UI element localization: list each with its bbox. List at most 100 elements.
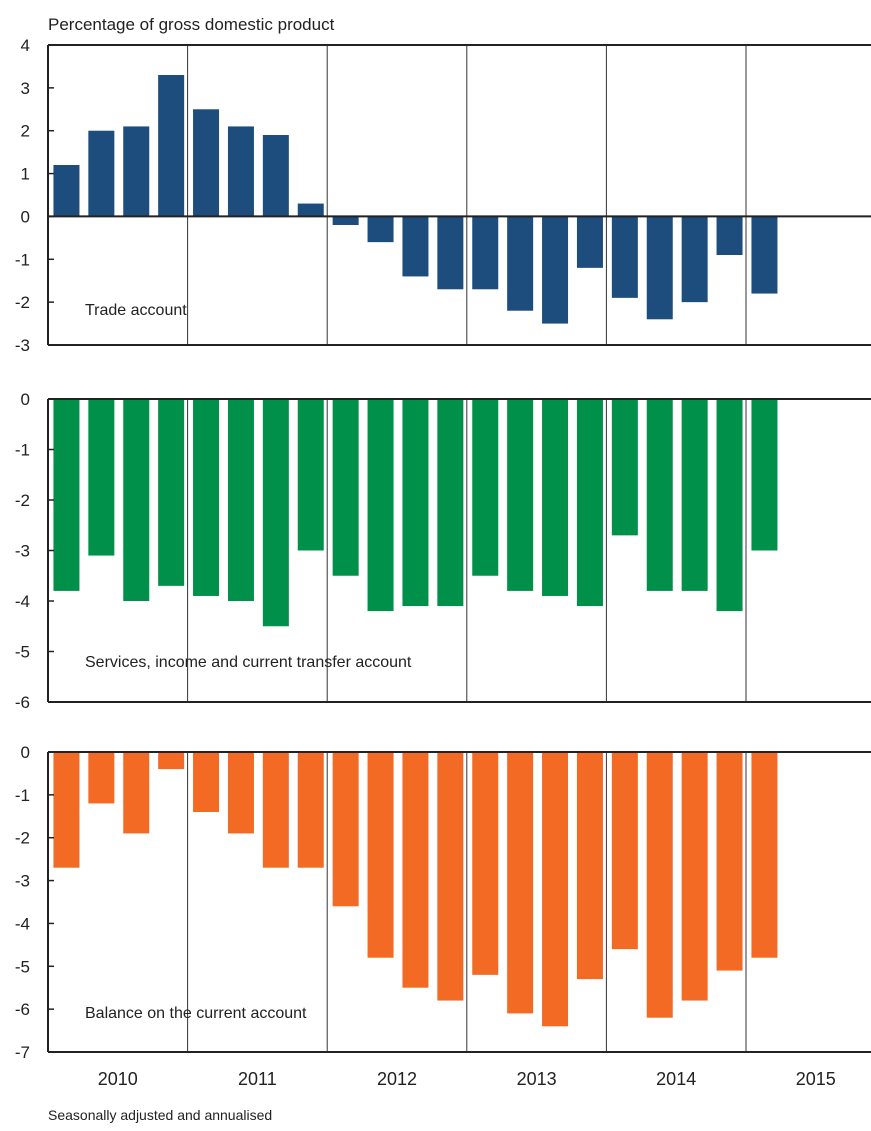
y-tick-label: -2: [15, 293, 30, 312]
bar-2012Q3: [402, 752, 429, 988]
y-tick-label: -5: [15, 643, 30, 662]
x-tick-label-2012: 2012: [377, 1069, 417, 1089]
y-tick-label: -6: [15, 693, 30, 712]
bar-2010Q3: [123, 399, 150, 601]
bar-2011Q2: [227, 752, 254, 834]
bar-2013Q3: [542, 216, 569, 324]
bar-2013Q2: [507, 399, 534, 591]
bar-2011Q4: [297, 399, 324, 551]
bar-2013Q4: [576, 399, 603, 607]
bar-2014Q3: [681, 216, 708, 303]
bar-2014Q4: [716, 399, 743, 612]
bar-2013Q3: [542, 752, 569, 1027]
bar-2011Q4: [297, 752, 324, 868]
x-tick-label-2014: 2014: [656, 1069, 696, 1089]
bar-2011Q2: [227, 399, 254, 601]
bar-2010Q4: [158, 75, 185, 217]
panel-label: Services, income and current transfer ac…: [85, 654, 412, 671]
bar-2013Q1: [472, 752, 499, 975]
bar-2012Q2: [367, 752, 394, 958]
bar-2014Q1: [611, 752, 638, 950]
y-tick-label: -3: [15, 336, 30, 355]
y-tick-label: -6: [15, 1000, 30, 1019]
y-tick-label: 0: [21, 207, 30, 226]
y-tick-label: -2: [15, 829, 30, 848]
x-tick-label-2010: 2010: [98, 1069, 138, 1089]
footnote: Seasonally adjusted and annualised: [48, 1107, 272, 1123]
bar-2011Q2: [227, 126, 254, 217]
bar-2010Q2: [88, 399, 115, 556]
bar-2014Q2: [646, 216, 673, 320]
y-tick-label: -2: [15, 491, 30, 510]
y-tick-label: -5: [15, 957, 30, 976]
y-tick-label: -4: [15, 592, 30, 611]
bar-2010Q4: [158, 399, 185, 586]
bar-2010Q1: [53, 752, 80, 868]
bar-2013Q3: [542, 399, 569, 596]
bar-2011Q4: [297, 203, 324, 217]
y-tick-label: 1: [21, 165, 30, 184]
y-tick-label: 0: [21, 390, 30, 409]
bar-2014Q2: [646, 752, 673, 1018]
panel-3: 0 -1 -2 -3 -4 -5 -6 -7 Balance on the current ac…: [15, 743, 871, 1062]
y-tick-label: -1: [15, 786, 30, 805]
bar-2012Q3: [402, 216, 429, 277]
bar-2012Q1: [332, 216, 359, 225]
y-tick-label: -1: [15, 441, 30, 460]
bar-2011Q3: [262, 399, 289, 627]
bar-2011Q3: [262, 752, 289, 868]
panel-label: Trade account: [85, 302, 187, 319]
bar-2014Q4: [716, 216, 743, 255]
bar-2012Q4: [437, 399, 464, 607]
bar-2013Q4: [576, 216, 603, 268]
bar-2012Q2: [367, 216, 394, 243]
bar-2013Q2: [507, 752, 534, 1014]
bar-2014Q2: [646, 399, 673, 591]
y-tick-label: -7: [15, 1043, 30, 1062]
y-tick-label: 3: [21, 79, 30, 98]
bar-2013Q4: [576, 752, 603, 980]
bar-2012Q1: [332, 752, 359, 907]
bar-2014Q3: [681, 399, 708, 591]
bar-2012Q1: [332, 399, 359, 576]
bar-2010Q3: [123, 752, 150, 834]
bar-2013Q2: [507, 216, 534, 311]
bar-2010Q1: [53, 399, 80, 591]
panel-2: 0 -1 -2 -3 -4 -5 -6 Services, income and curren…: [15, 390, 871, 712]
panel-1: 4 3 2 1 0 -1 -2 -3 Trade account: [15, 36, 871, 355]
bar-2011Q3: [262, 135, 289, 217]
bar-2011Q1: [193, 109, 220, 217]
bar-2013Q1: [472, 216, 499, 290]
bar-2014Q1: [611, 216, 638, 298]
y-tick-label: -4: [15, 914, 30, 933]
bar-2012Q3: [402, 399, 429, 607]
bar-2014Q3: [681, 752, 708, 1001]
bar-2012Q4: [437, 216, 464, 290]
bar-2012Q2: [367, 399, 394, 612]
bar-2015Q1: [751, 216, 778, 294]
bar-2015Q1: [751, 399, 778, 551]
y-axis-unit-label: Percentage of gross domestic product: [48, 15, 335, 34]
x-tick-label-2013: 2013: [517, 1069, 557, 1089]
y-tick-label: 0: [21, 743, 30, 762]
chart-panels: 4 3 2 1 0 -1 -2 -3 Trade account 0 -1 -2 -3 -4 -5 -6 Ser…: [15, 36, 871, 1062]
y-tick-label: 2: [21, 122, 30, 141]
x-tick-label-2015: 2015: [796, 1069, 836, 1089]
bar-2013Q1: [472, 399, 499, 576]
bar-2010Q3: [123, 126, 150, 217]
bar-2011Q1: [193, 752, 220, 812]
y-tick-label: -1: [15, 250, 30, 269]
bar-2010Q2: [88, 752, 115, 804]
bar-2010Q2: [88, 130, 115, 217]
bar-2015Q1: [751, 752, 778, 958]
y-tick-label: -3: [15, 872, 30, 891]
bar-2014Q4: [716, 752, 743, 971]
x-tick-label-2011: 2011: [238, 1069, 277, 1089]
bar-2010Q1: [53, 165, 80, 217]
bar-2011Q1: [193, 399, 220, 596]
y-tick-label: -3: [15, 542, 30, 561]
panel-label: Balance on the current account: [85, 1005, 307, 1022]
bar-2012Q4: [437, 752, 464, 1001]
bar-2010Q4: [158, 752, 185, 770]
